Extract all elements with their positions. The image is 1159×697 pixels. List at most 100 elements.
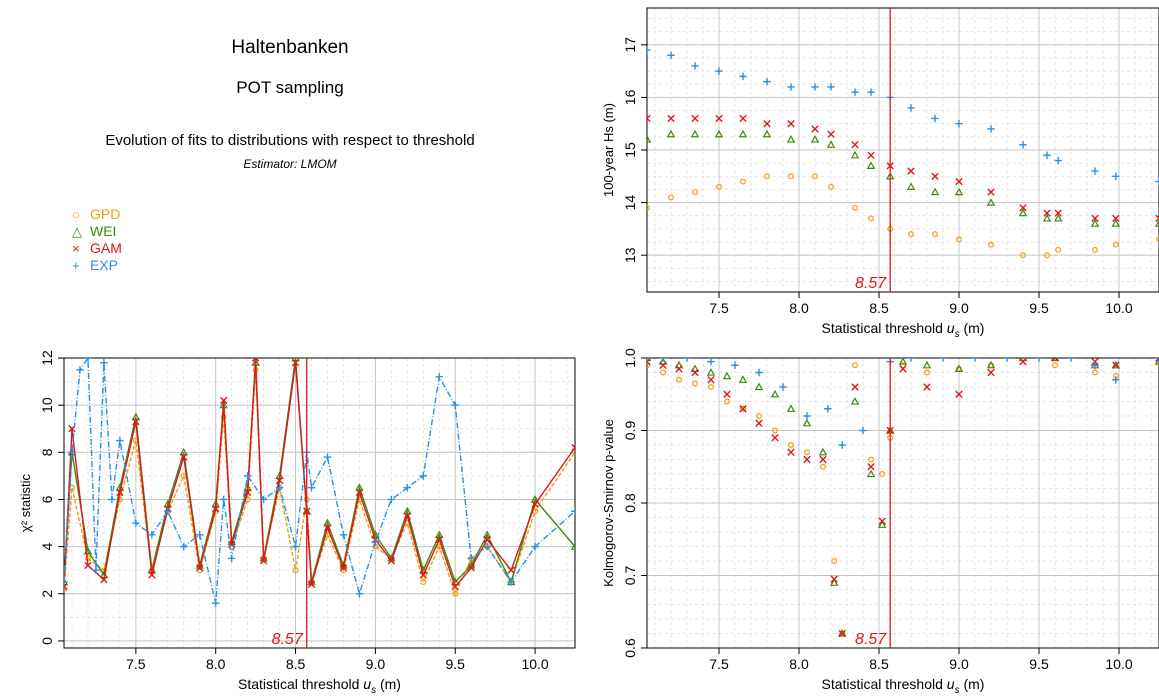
data-point [64,583,68,591]
data-point [659,361,667,369]
data-point [647,362,650,369]
data-point [755,413,762,420]
data-point [659,369,666,376]
series-line [64,358,575,604]
data-point [1112,241,1119,248]
data-point [955,177,963,186]
chart-chi-square: 8.57 7.5 8.0 8.5 9.0 9.5 10.0 0 2 4 6 8 10 12 Statisti… [18,350,576,696]
data-point [931,114,939,123]
data-point [754,382,764,391]
data-point [180,542,188,551]
y-axis-label: 100-year Hs (m) [601,103,616,197]
data-point [666,129,676,138]
data-point [196,531,204,539]
data-point [739,114,747,123]
data-point [435,530,444,538]
data-point [838,629,846,638]
estimator-label: Estimator: LMOM [243,157,337,171]
data-point [922,360,932,369]
y-tick-label: 10 [39,397,55,413]
data-point [212,599,220,607]
data-point [987,241,994,248]
data-point [811,125,819,133]
data-point [739,178,746,185]
data-point [706,368,716,376]
data-point [691,62,699,70]
data-point [507,566,515,574]
data-point [715,67,723,75]
data-point [355,590,364,598]
data-point [1018,358,1028,362]
y-tick-label: 13 [622,247,638,263]
data-point [879,471,886,478]
x-tick-label: 10.0 [521,656,548,672]
data-point [1043,151,1051,159]
data-point [180,453,188,461]
x-tick-label: 10.0 [1105,656,1132,672]
data-point [1043,209,1051,217]
data-point [931,172,939,180]
data-point [771,427,778,434]
data-point [987,368,995,377]
data-point [339,531,348,539]
data-point [371,538,380,546]
data-point [467,564,475,572]
data-point [452,590,459,597]
data-point [867,456,874,463]
data-point [1053,213,1063,222]
data-point [64,578,68,586]
data-point [867,88,875,96]
series-group [64,358,575,607]
data-point [786,404,796,412]
data-point [323,453,332,461]
data-point [1019,141,1027,149]
data-point [690,364,700,373]
series-gpd [64,366,575,597]
data-point [690,129,700,138]
data-point [907,231,914,238]
data-point [116,436,124,445]
data-point [1155,358,1159,362]
data-point [482,530,492,538]
data-point [851,88,859,96]
data-point [850,397,860,405]
data-point [451,583,459,591]
data-point [739,405,747,413]
data-point [723,390,731,398]
data-point [435,373,443,381]
data-point [838,441,846,449]
data-point [731,361,739,369]
data-point [707,384,714,391]
data-point [787,442,794,449]
x-tick-label: 7.5 [709,656,729,672]
series-wei [647,358,1159,637]
data-point [323,524,332,532]
data-point [387,557,396,565]
data-point [907,358,915,362]
x-tick-label: 8.0 [789,656,809,672]
data-point [1090,219,1100,227]
data-point [827,183,834,190]
y-tick-label: 15 [622,142,638,158]
data-point [467,554,475,563]
data-point [986,198,996,206]
data-point [307,580,316,589]
plus-marker-icon: + [72,258,80,273]
series-line [64,358,575,589]
data-point [1155,177,1159,186]
y-tick-label: 4 [39,543,55,551]
data-point [763,77,771,86]
data-point [647,204,650,211]
series-group [647,358,1159,638]
x-tick-label: 9.5 [1029,300,1049,316]
legend-item-gpd: ○ GPD [72,206,122,223]
data-point [1112,214,1120,223]
data-point [803,455,811,464]
data-point [658,358,668,365]
y-tick-label: 12 [39,350,55,366]
threshold-label: 8.57 [272,631,304,648]
series-line [64,369,575,596]
data-point [1003,358,1011,362]
y-axis-label: Kolmogorov-Smirnov p-value [601,419,616,587]
legend-item-exp: + EXP [72,257,122,274]
